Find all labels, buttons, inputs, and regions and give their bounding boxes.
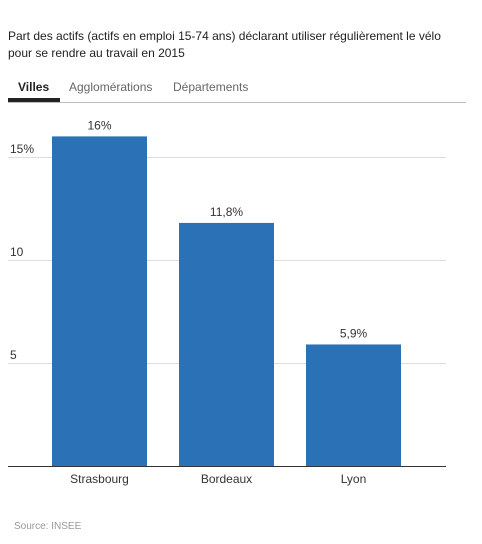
active-tab-indicator	[8, 98, 60, 102]
tab-villes[interactable]: Villes	[18, 80, 50, 94]
x-category-label: Strasbourg	[70, 472, 129, 486]
source-note: Source: INSEE	[14, 521, 82, 532]
y-tick-label: 10	[10, 245, 24, 259]
chart-title: Part des actifs (actifs en emploi 15-74 …	[8, 29, 441, 60]
bar-value-label: 16%	[87, 118, 111, 132]
bar-value-label: 5,9%	[340, 326, 368, 340]
bar-bordeaux	[179, 222, 274, 466]
x-category-label: Lyon	[341, 472, 367, 486]
y-tick-label: 15%	[10, 142, 34, 156]
tab-departements[interactable]: Départements	[173, 80, 249, 94]
bar-strasbourg	[52, 136, 147, 466]
tab-agglomerations[interactable]: Agglomérations	[69, 80, 153, 94]
y-tick-label: 5	[10, 348, 17, 362]
x-category-label: Bordeaux	[201, 472, 252, 486]
bar-lyon	[306, 344, 401, 466]
tab-bar: Villes Agglomérations Départements	[8, 76, 466, 103]
bar-value-label: 11,8%	[210, 205, 243, 219]
